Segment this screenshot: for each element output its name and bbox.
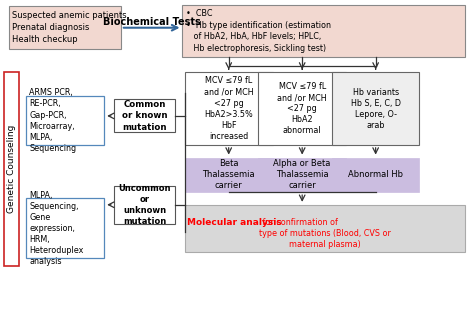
FancyBboxPatch shape — [185, 158, 273, 192]
Text: •  CBC
•  Hb type identification (estimation
   of HbA2, HbA, HbF levels; HPLC,
: • CBC • Hb type identification (estimati… — [186, 9, 331, 53]
Text: MCV ≤79 fL
and /or MCH
<27 pg
HbA2>3.5%
HbF
increased: MCV ≤79 fL and /or MCH <27 pg HbA2>3.5% … — [204, 77, 254, 141]
Text: Genetic Counseling: Genetic Counseling — [7, 125, 16, 213]
Text: Common
or known
mutation: Common or known mutation — [122, 100, 167, 132]
FancyBboxPatch shape — [114, 99, 175, 132]
FancyBboxPatch shape — [26, 198, 104, 258]
FancyBboxPatch shape — [182, 5, 465, 57]
FancyBboxPatch shape — [258, 72, 346, 145]
FancyBboxPatch shape — [258, 158, 346, 192]
Text: Biochemical Tests: Biochemical Tests — [103, 17, 201, 27]
Text: Beta
Thalassemia
carrier: Beta Thalassemia carrier — [202, 159, 255, 191]
FancyBboxPatch shape — [9, 6, 121, 49]
Text: MCV ≤79 fL
and /or MCH
<27 pg
HbA2
abnormal: MCV ≤79 fL and /or MCH <27 pg HbA2 abnor… — [277, 82, 327, 135]
Text: for confirmation of: for confirmation of — [260, 218, 337, 227]
Text: Alpha or Beta
Thalassemia
carrier: Alpha or Beta Thalassemia carrier — [273, 159, 331, 191]
FancyBboxPatch shape — [185, 72, 273, 145]
Text: MLPA,
Sequencing,
Gene
expression,
HRM,
Heteroduplex
analysis: MLPA, Sequencing, Gene expression, HRM, … — [29, 191, 84, 266]
FancyBboxPatch shape — [332, 72, 419, 145]
FancyBboxPatch shape — [26, 96, 104, 145]
Text: Molecular analysis: Molecular analysis — [187, 218, 282, 227]
FancyBboxPatch shape — [114, 186, 175, 224]
Text: Uncommon
or
unknown
mutation: Uncommon or unknown mutation — [118, 184, 171, 226]
FancyBboxPatch shape — [185, 205, 465, 252]
Text: Abnormal Hb: Abnormal Hb — [348, 170, 403, 179]
FancyBboxPatch shape — [4, 72, 19, 266]
Text: ARMS PCR,
RE-PCR,
Gap-PCR,
Microarray,
MLPA,
Sequencing: ARMS PCR, RE-PCR, Gap-PCR, Microarray, M… — [29, 89, 76, 153]
FancyBboxPatch shape — [332, 158, 419, 192]
Text: type of mutations (Blood, CVS or
maternal plasma): type of mutations (Blood, CVS or materna… — [259, 229, 391, 249]
Text: Hb variants
Hb S, E, C, D
Lepore, O-
arab: Hb variants Hb S, E, C, D Lepore, O- ara… — [351, 88, 401, 130]
Text: Suspected anemic patients
Prenatal diagnosis
Health checkup: Suspected anemic patients Prenatal diagn… — [12, 11, 127, 44]
